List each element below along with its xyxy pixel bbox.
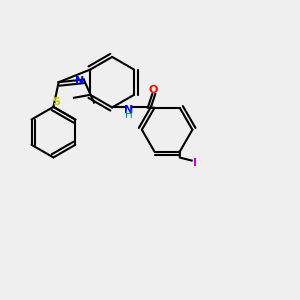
- Text: H: H: [124, 110, 132, 121]
- Text: N: N: [75, 76, 84, 86]
- Text: N: N: [124, 105, 133, 116]
- Text: O: O: [148, 85, 158, 95]
- Text: I: I: [193, 158, 196, 168]
- Text: S: S: [52, 98, 60, 107]
